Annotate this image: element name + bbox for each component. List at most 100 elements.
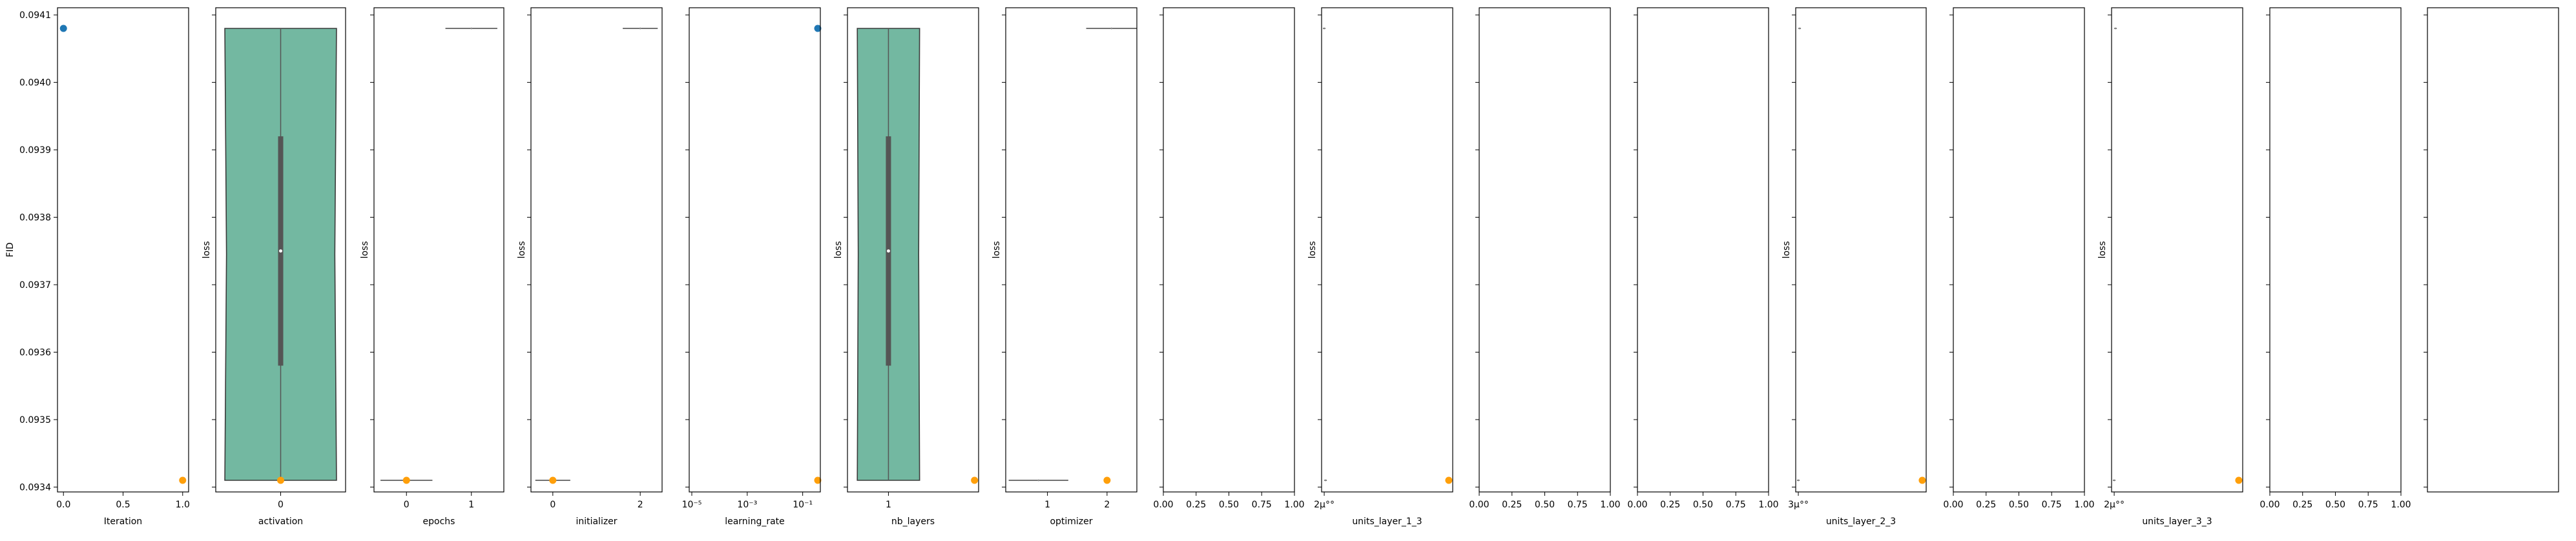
axes-frame [1163, 7, 1295, 493]
x-tick-label: 0.50 [2009, 500, 2029, 510]
x-tick-label: 0.00 [1943, 500, 1963, 510]
strip-center-1 [1110, 27, 1113, 30]
strip-center-1 [639, 27, 641, 30]
axes-frame [530, 7, 663, 493]
y-axis-label: loss [1307, 241, 1318, 258]
x-tick-label: 1.00 [2391, 500, 2411, 510]
x-tick-label: 0.00 [2259, 500, 2280, 510]
x-tick-label: 10⁻⁵ [682, 500, 702, 510]
panel-14: 2µ°° units_layer_3_3 loss [2097, 7, 2243, 527]
y-tick-label: 0.0941 [19, 10, 51, 21]
x-tick-label: 1 [886, 500, 891, 510]
y-tick-label: 0.0938 [19, 213, 51, 223]
data-point-orange-1 [971, 476, 979, 484]
x-axis-label: Iteration [104, 516, 142, 527]
x-tick-label: 0.0 [56, 500, 70, 510]
violin-median [279, 249, 282, 253]
strip-center-2 [1797, 479, 1800, 482]
y-tick-label: 0.0934 [19, 482, 51, 493]
x-axis-label: initializer [576, 516, 617, 527]
axes-frame [2111, 7, 2243, 493]
y-axis-label: loss [992, 241, 1002, 258]
x-axis-label: units_layer_1_3 [1352, 516, 1422, 527]
panel-13: 0.00 0.25 0.50 0.75 1.00 [1943, 7, 2095, 510]
panel-6: 1nb_layers loss [833, 7, 979, 527]
data-point-orange-1 [277, 476, 284, 484]
x-tick-label: 1.0 [176, 500, 190, 510]
axes-frame [57, 7, 189, 493]
x-tick-label: 0 [278, 500, 284, 510]
x-axis-label: activation [258, 516, 303, 527]
panel-16 [2424, 7, 2559, 493]
y-axis-label: loss [202, 241, 212, 258]
panel-5: 10⁻⁵ 10⁻³ 10⁻¹ learning_rate [682, 7, 822, 527]
x-axis-label: units_layer_2_3 [1826, 516, 1896, 527]
x-tick-label: 0.00 [1153, 500, 1173, 510]
x-tick-label: 1.00 [1600, 500, 1620, 510]
x-tick-label: 0 [404, 500, 410, 510]
panel-11: 0.00 0.25 0.50 0.75 1.00 [1627, 7, 1779, 510]
x-tick-label: 2µ°° [2104, 500, 2124, 510]
x-tick-label: 0 [550, 500, 556, 510]
data-point-orange-1 [1445, 476, 1453, 484]
x-tick-label: 0.75 [1568, 500, 1588, 510]
axes-frame [1795, 7, 1927, 493]
axes-frame [1005, 7, 1137, 493]
x-tick-label: 0.75 [1726, 500, 1746, 510]
x-tick-label: 2µ°° [1314, 500, 1335, 510]
y-tick-label: 0.0939 [19, 145, 51, 156]
axes-frame [689, 7, 821, 493]
violin-median [886, 249, 890, 253]
strip-center-2 [1037, 479, 1040, 482]
axes-frame [1953, 7, 2085, 493]
x-tick-label: 0.25 [1186, 500, 1206, 510]
strip-center-1 [1798, 27, 1801, 30]
x-tick-label: 0.75 [1252, 500, 1272, 510]
panel-8: 0.00 0.25 0.50 0.75 1.00 [1153, 7, 1305, 510]
axes-frame [2269, 7, 2402, 493]
panel-1: 0.0934 0.0935 0.0936 0.0937 0.0938 0.0939 0.09… [5, 7, 190, 527]
x-tick-label: 2 [1104, 500, 1110, 510]
x-tick-label: 0.50 [1219, 500, 1239, 510]
x-axis-label: epochs [423, 516, 455, 527]
panel-9: 2µ°° units_layer_1_3 loss [1307, 7, 1453, 527]
data-point-orange-1 [549, 476, 557, 484]
panel-2: 0 activation loss [202, 7, 346, 527]
strip-center-2 [1324, 479, 1327, 482]
panel-4: 0 2 initializer loss [517, 7, 663, 527]
x-tick-label: 0.25 [2292, 500, 2312, 510]
x-tick-label: 0.50 [2325, 500, 2345, 510]
x-tick-label: 10⁻¹ [793, 500, 813, 510]
strip-center-2 [2113, 479, 2115, 482]
y-tick-label: 0.0940 [19, 78, 51, 88]
y-axis-label: loss [517, 241, 527, 258]
x-tick-label: 0.75 [2358, 500, 2378, 510]
panel-15: 0.00 0.25 0.50 0.75 1.00 [2259, 7, 2411, 510]
x-tick-label: 2 [638, 500, 643, 510]
x-tick-label: 1.00 [1284, 500, 1304, 510]
data-point-orange-2 [814, 476, 822, 484]
x-tick-label: 0.75 [2042, 500, 2062, 510]
panel-7: 1 2 optimizer loss [992, 7, 1137, 527]
x-tick-label: 0.50 [1535, 500, 1555, 510]
y-axis-label: loss [1781, 241, 1792, 258]
x-tick-label: 0.00 [1469, 500, 1489, 510]
x-tick-label: 0.50 [1693, 500, 1713, 510]
y-axis-label: loss [833, 241, 844, 258]
x-tick-label: 1 [1044, 500, 1050, 510]
axes-frame [847, 7, 979, 493]
x-axis-label: units_layer_3_3 [2142, 516, 2212, 527]
axes-frame [373, 7, 504, 493]
data-point-blue-1 [814, 25, 822, 32]
strip-center-1 [2114, 27, 2117, 30]
y-axis-label: loss [2097, 241, 2108, 258]
data-point-orange-1 [1103, 476, 1111, 484]
axes-frame [1321, 7, 1453, 493]
x-tick-label: 0.25 [1502, 500, 1522, 510]
strip-center-1 [1323, 27, 1325, 30]
panel-10: 0.00 0.25 0.50 0.75 1.00 [1469, 7, 1621, 510]
x-tick-label: 0.25 [1660, 500, 1680, 510]
x-axis-label: optimizer [1050, 516, 1092, 527]
x-tick-label: 10⁻³ [737, 500, 757, 510]
